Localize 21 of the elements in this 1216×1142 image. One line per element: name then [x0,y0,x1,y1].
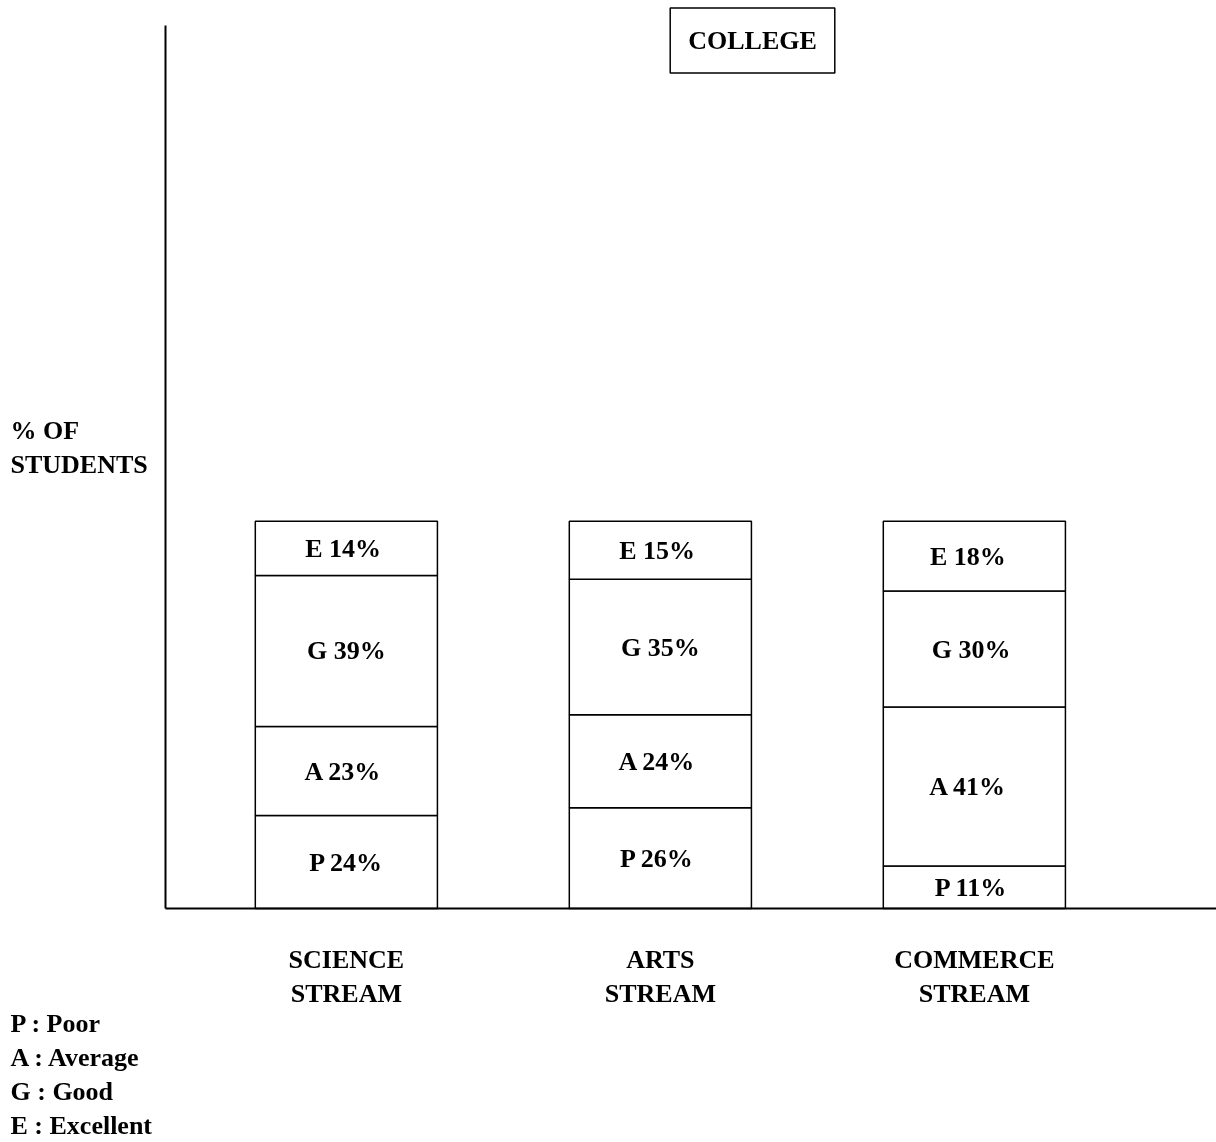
data-label: A 23% [304,756,381,786]
data-label: A 41% [929,772,1006,802]
x-tick-label: ARTS STREAM [604,944,716,1009]
chart-title: COLLEGE [688,26,817,55]
text: G : Good [10,1077,114,1106]
data-label: A 24% [618,746,695,776]
text: E : Excellent [10,1111,153,1140]
data-label: G 30% [931,634,1011,664]
data-label: G 35% [621,632,700,662]
data-label: P 24% [309,847,383,877]
text: P : Poor [10,1009,101,1038]
data-label: P 11% [934,872,1007,902]
data-label: E 15% [619,535,696,565]
x-tick-label: SCIENCE STREAM [288,944,405,1009]
data-label: E 18% [929,541,1006,571]
x-tick-label: COMMERCE STREAM [894,944,1055,1009]
text: A : Average [10,1043,139,1072]
data-label: G 39% [307,636,386,666]
data-label: E 14% [305,533,382,563]
y-axis-title: % OF STUDENTS [10,415,148,480]
data-label: P 26% [619,843,693,873]
